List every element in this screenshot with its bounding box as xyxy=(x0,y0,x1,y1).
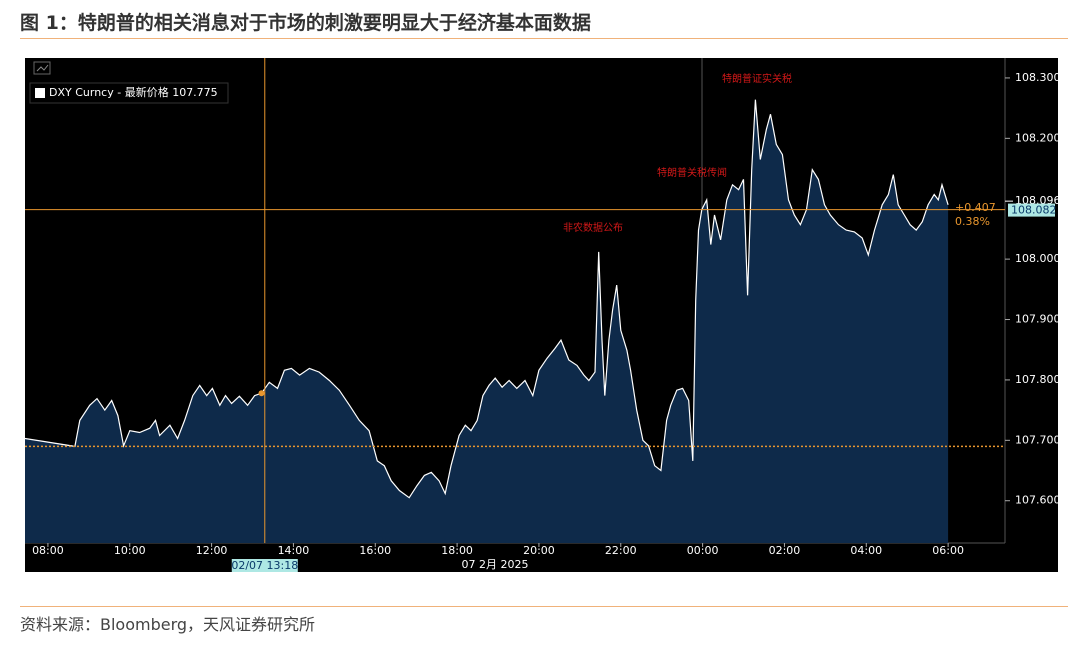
chart-icon xyxy=(33,61,51,75)
top-rule xyxy=(20,38,1068,39)
crosshair-point xyxy=(258,390,265,397)
change-pct-label: 0.38% xyxy=(955,215,990,228)
y-tick-label: 108.300 xyxy=(1015,71,1061,84)
line xyxy=(24,99,949,499)
x-tick-label: 18:00 xyxy=(441,544,473,557)
legend-label: DXY Curncy - 最新价格 107.775 xyxy=(49,85,218,99)
crosshair-label: 02/07 13:18 xyxy=(231,559,298,572)
x-tick-label: 06:00 xyxy=(932,544,964,557)
annotation: 特朗普关税传闻 xyxy=(657,166,727,179)
y-tick-label: 108.200 xyxy=(1015,131,1061,144)
y-tick-label: 107.900 xyxy=(1015,313,1061,326)
annotation: 特朗普证实关税 xyxy=(722,72,792,85)
mark-price-bg xyxy=(1008,203,1055,217)
x-tick-label: 12:00 xyxy=(196,544,228,557)
x-tick-label: 02:00 xyxy=(769,544,801,557)
figure-title: 图 1：特朗普的相关消息对于市场的刺激要明显大于经济基本面数据 xyxy=(20,12,591,34)
bottom-rule xyxy=(20,606,1068,607)
x-tick-label: 20:00 xyxy=(523,544,555,557)
x-tick-label: 10:00 xyxy=(114,544,146,557)
legend-bg xyxy=(29,82,229,104)
y-tick-label: 107.600 xyxy=(1015,494,1061,507)
crosshair-label-bg xyxy=(231,559,298,572)
legend-swatch xyxy=(35,88,45,98)
x-tick-label: 22:00 xyxy=(605,544,637,557)
source-note: 资料来源：Bloomberg，天风证券研究所 xyxy=(20,615,316,634)
x-tick-label: 08:00 xyxy=(32,544,64,557)
x-date-label: 07 2月 2025 xyxy=(462,558,529,571)
annotation: 非农数据公布 xyxy=(563,221,623,234)
x-tick-label: 16:00 xyxy=(359,544,391,557)
area xyxy=(25,99,949,543)
chart-icon-glyph xyxy=(36,64,49,72)
mark-price-label: 108.082 xyxy=(1011,204,1057,217)
change-label: +0.407 xyxy=(955,201,996,214)
y-tick-label: 108.000 xyxy=(1015,252,1061,265)
y-tick-label: 107.800 xyxy=(1015,373,1061,386)
x-tick-label: 00:00 xyxy=(687,544,719,557)
x-tick-label: 04:00 xyxy=(850,544,882,557)
x-tick-label: 14:00 xyxy=(278,544,310,557)
y-tick-label: 107.700 xyxy=(1015,433,1061,446)
